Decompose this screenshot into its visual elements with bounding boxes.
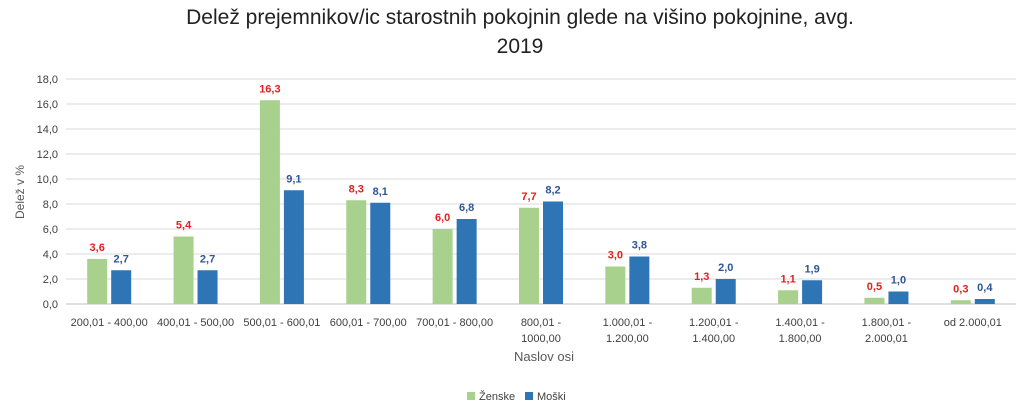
x-tick-line: 400,01 - 500,00 (157, 317, 234, 329)
data-label: 1,9 (804, 263, 819, 275)
legend-label: Moški (537, 391, 566, 403)
data-label: 0,3 (953, 283, 968, 295)
bars: 3,6 2,7 5,4 2,7 16,3 9,1 8,3 8,1 6,0 6,8 7,7 8,2 3,0… (87, 83, 995, 304)
x-axis-ticks: 200,01 - 400,00 400,01 - 500,00 500,01 - 6… (71, 317, 1002, 345)
bar-moski (456, 219, 477, 304)
bar-moski (370, 202, 391, 304)
legend-label: Ženske (479, 390, 515, 403)
y-axis-label: Delež v % (13, 165, 27, 219)
gridlines (66, 78, 1016, 305)
data-label: 2,7 (114, 253, 129, 265)
data-label: 1,1 (780, 273, 795, 285)
x-tick-line: 2.000,01 (865, 333, 908, 345)
x-tick-line: 700,01 - 800,00 (416, 317, 493, 329)
y-tick-label: 6,0 (43, 224, 58, 236)
bar-zenske (864, 297, 885, 304)
data-label: 8,3 (349, 183, 364, 195)
bar-zenske (778, 290, 799, 304)
x-tick-label: 1.200,01 - 1.400,00 (689, 317, 739, 345)
bar-moski (283, 190, 304, 304)
x-tick-line: 200,01 - 400,00 (71, 317, 148, 329)
x-tick-line: 600,01 - 700,00 (330, 317, 407, 329)
x-tick-label: 700,01 - 800,00 (416, 317, 493, 329)
bar-moski (629, 256, 650, 304)
data-label: 6,8 (459, 202, 474, 214)
bar-moski (715, 279, 736, 304)
y-tick-label: 8,0 (43, 199, 58, 211)
y-axis-ticks: 0,0 2,0 4,0 6,0 8,0 10,0 12,0 14,0 16,0 18,0 (37, 74, 58, 311)
bar-moski (888, 291, 909, 304)
x-tick-label: 1.400,01 - 1.800,00 (775, 317, 825, 345)
x-tick-label: 500,01 - 600,01 (243, 317, 320, 329)
bar-zenske (87, 259, 108, 304)
y-tick-label: 10,0 (37, 174, 58, 186)
y-tick-label: 2,0 (43, 274, 58, 286)
x-tick-line: 1.200,00 (606, 333, 649, 345)
bar-zenske (259, 100, 280, 304)
x-tick-line: od 2.000,01 (944, 317, 1002, 329)
bar-zenske (173, 236, 194, 304)
chart-title-line-1: Delež prejemnikov/ic starostnih pokojnin… (186, 6, 854, 29)
x-tick-label: 800,01 - 1000,00 (521, 317, 562, 345)
data-label: 16,3 (259, 83, 280, 95)
y-tick-label: 14,0 (37, 124, 58, 136)
bar-zenske (519, 207, 539, 304)
data-label: 3,0 (608, 250, 623, 262)
y-tick-label: 16,0 (37, 99, 58, 111)
bar-zenske (605, 266, 626, 304)
x-tick-label: 600,01 - 700,00 (330, 317, 407, 329)
bar-moski (802, 280, 823, 304)
y-tick-label: 18,0 (37, 74, 58, 86)
data-label: 5,4 (176, 220, 192, 232)
bar-zenske (346, 200, 367, 304)
data-label: 1,3 (694, 271, 709, 283)
x-axis-label: Naslov osi (514, 349, 574, 364)
data-label: 0,5 (867, 281, 882, 293)
x-tick-line: 1.800,01 - (862, 317, 912, 329)
legend-swatch (467, 392, 475, 400)
data-label: 9,1 (286, 173, 301, 185)
x-tick-label: 1.000,01 - 1.200,00 (603, 317, 653, 345)
x-tick-line: 1.000,01 - (603, 317, 653, 329)
y-tick-label: 4,0 (43, 249, 58, 261)
x-tick-label: od 2.000,01 (944, 317, 1002, 329)
y-tick-label: 12,0 (37, 149, 58, 161)
y-tick-label: 0,0 (43, 299, 58, 311)
data-label: 7,7 (521, 191, 536, 203)
x-tick-label: 1.800,01 - 2.000,01 (862, 317, 912, 345)
data-label: 3,6 (90, 242, 105, 254)
data-label: 3,8 (632, 240, 647, 252)
bar-moski (543, 201, 563, 304)
bar-moski (197, 270, 218, 304)
x-tick-line: 1.800,00 (779, 333, 822, 345)
legend: Ženske Moški (467, 390, 566, 403)
legend-swatch (525, 392, 533, 400)
bar-zenske (950, 300, 971, 304)
bar-moski (974, 299, 995, 304)
x-tick-line: 500,01 - 600,01 (243, 317, 320, 329)
x-tick-line: 1.200,01 - (689, 317, 739, 329)
bar-zenske (432, 229, 453, 304)
x-tick-label: 400,01 - 500,00 (157, 317, 234, 329)
data-label: 0,4 (977, 282, 993, 294)
x-tick-line: 1000,00 (521, 333, 561, 345)
bar-moski (111, 270, 132, 304)
x-tick-line: 1.400,00 (692, 333, 735, 345)
chart-title-line-2: 2019 (497, 35, 544, 58)
data-label: 8,1 (373, 186, 388, 198)
data-label: 2,0 (718, 262, 733, 274)
data-label: 1,0 (891, 275, 906, 287)
x-tick-label: 200,01 - 400,00 (71, 317, 148, 329)
data-label: 8,2 (545, 185, 560, 197)
data-label: 2,7 (200, 253, 215, 265)
x-tick-line: 1.400,01 - (775, 317, 825, 329)
bar-zenske (691, 287, 712, 304)
data-label: 6,0 (435, 212, 450, 224)
x-tick-line: 800,01 - (521, 317, 562, 329)
